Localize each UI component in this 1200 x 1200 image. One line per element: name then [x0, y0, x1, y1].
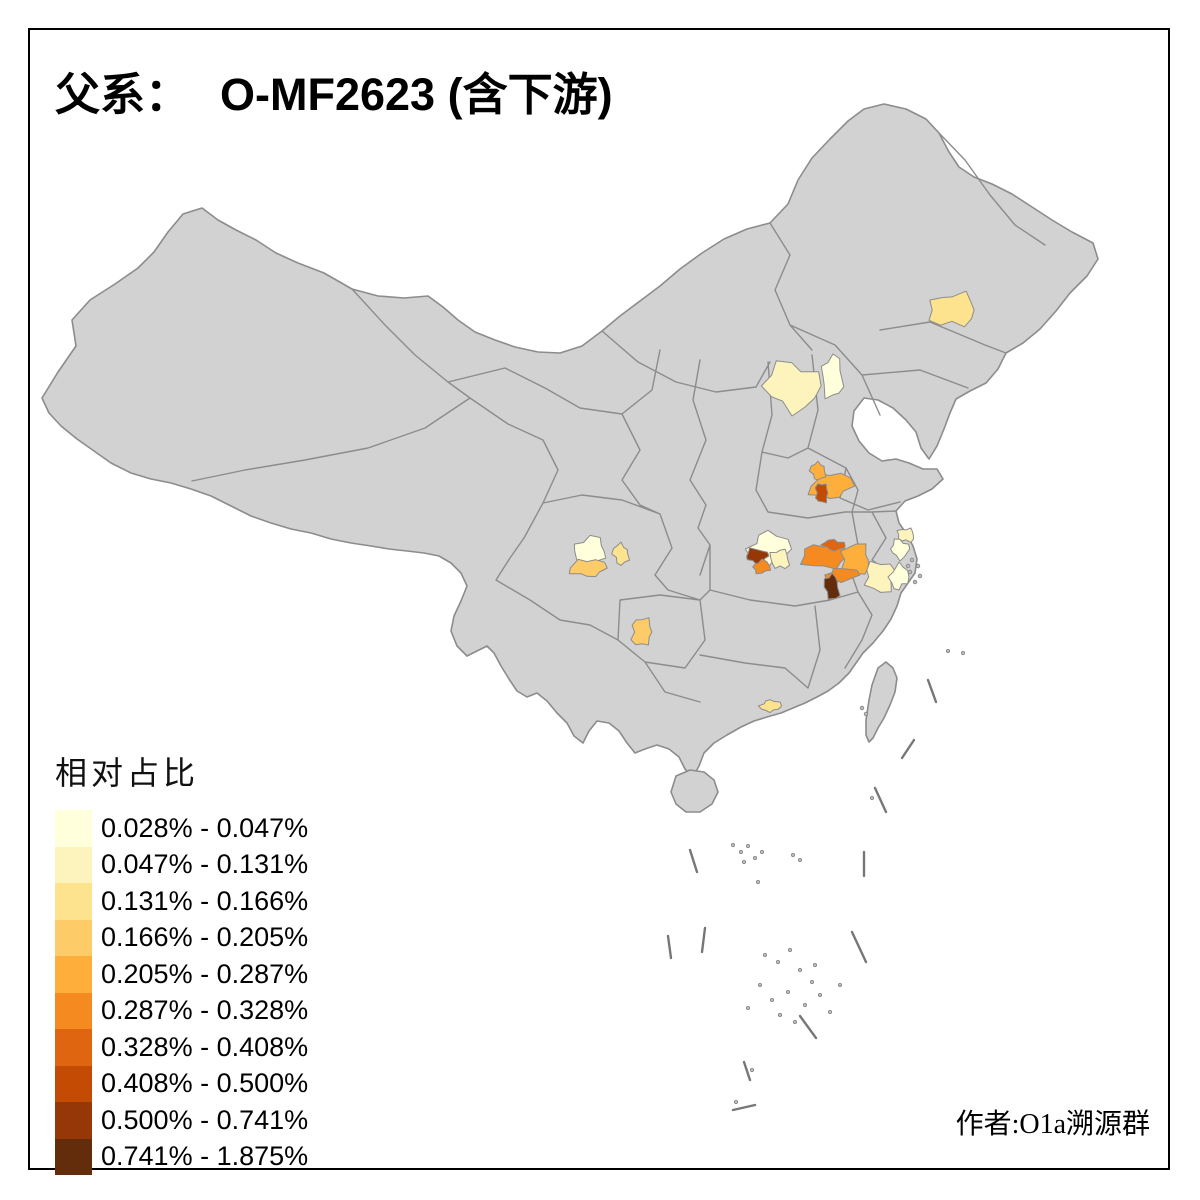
- author-attribution: 作者:O1a溯源群: [955, 1109, 1150, 1140]
- title-main: O-MF2623 (含下游): [220, 69, 613, 120]
- legend-rows: 0.028% - 0.047% 0.047% - 0.131% 0.131% - 0…: [55, 810, 308, 1175]
- legend-swatch: [55, 919, 92, 956]
- legend-range-label: 0.408% - 0.500%: [101, 1068, 309, 1099]
- map-region-henan-south-neck: [808, 460, 827, 481]
- map-region-henan-south-dark: [814, 483, 829, 504]
- legend-range-label: 0.131% - 0.166%: [101, 885, 309, 916]
- map-region-sichuan-east-yellow: [611, 541, 630, 566]
- legend-range-label: 0.741% - 1.875%: [101, 1141, 309, 1172]
- legend-item: 0.408% - 0.500%: [55, 1065, 309, 1102]
- legend-range-label: 0.166% - 0.205%: [101, 922, 309, 953]
- map-region-hubei-east-right: [839, 543, 869, 577]
- map-region-zhejiang-north-cream: [887, 561, 910, 591]
- legend-item: 0.166% - 0.205%: [55, 919, 309, 956]
- legend-swatch: [55, 883, 92, 920]
- legend-range-label: 0.287% - 0.328%: [101, 995, 309, 1026]
- map-region-hubei-west-orange: [752, 558, 772, 575]
- title-prefix: 父系：: [55, 70, 191, 120]
- china-mainland: [41, 103, 1099, 778]
- legend-range-label: 0.500% - 0.741%: [101, 1104, 309, 1135]
- map-region-jiangsu-south-cream: [890, 538, 911, 562]
- legend-swatch: [55, 1029, 92, 1066]
- map-region-hebei-west: [820, 353, 845, 400]
- legend-swatch: [55, 1102, 92, 1139]
- legend-item: 0.328% - 0.408%: [55, 1029, 308, 1066]
- map-region-guizhou-center: [630, 617, 653, 646]
- map-region-anhui-south-pale: [863, 560, 899, 593]
- legend-range-label: 0.047% - 0.131%: [101, 849, 309, 880]
- legend-item: 0.205% - 0.287%: [55, 956, 308, 993]
- legend-item: 0.500% - 0.741%: [55, 1102, 308, 1139]
- legend-swatch: [55, 992, 92, 1029]
- legend-title: 相对占比: [55, 755, 200, 791]
- legend-item: 0.131% - 0.166%: [55, 883, 308, 920]
- highlighted-regions: [568, 290, 975, 714]
- map-region-hubei-se-darkbrown: [823, 572, 841, 600]
- sea-islands-specks: [731, 557, 966, 1105]
- legend-swatch: [55, 810, 92, 847]
- map-region-sichuan-south-orange: [568, 558, 608, 578]
- taiwan-island: [865, 661, 898, 743]
- map-region-hubei-east-stripe: [820, 538, 846, 552]
- legend-item: 0.741% - 1.875%: [55, 1138, 309, 1175]
- legend-swatch: [55, 1138, 92, 1175]
- legend-swatch: [55, 846, 92, 883]
- legend-range-label: 0.205% - 0.287%: [101, 958, 309, 989]
- legend-range-label: 0.028% - 0.047%: [101, 812, 309, 843]
- map-region-guangdong-coast: [757, 699, 783, 714]
- hainan-island: [670, 769, 719, 813]
- legend-range-label: 0.328% - 0.408%: [101, 1031, 309, 1062]
- page-title: 父系： O-MF2623 (含下游): [55, 58, 613, 123]
- legend-item: 0.047% - 0.131%: [55, 846, 309, 883]
- map-region-hubei-west-pale: [769, 548, 791, 570]
- map-legend: 相对占比 0.028% - 0.047% 0.047% - 0.131% 0.131…: [55, 748, 308, 1175]
- legend-swatch: [55, 1065, 92, 1102]
- map-region-jiangsu-south-pale: [896, 527, 914, 543]
- province-borders: [191, 132, 1046, 703]
- legend-item: 0.028% - 0.047%: [55, 810, 308, 847]
- map-region-northeast-jilin: [928, 290, 975, 328]
- nine-dash-line-segments: [666, 678, 938, 1112]
- legend-item: 0.287% - 0.328%: [55, 992, 309, 1029]
- map-region-shanxi-central: [760, 360, 822, 417]
- legend-swatch: [55, 956, 92, 993]
